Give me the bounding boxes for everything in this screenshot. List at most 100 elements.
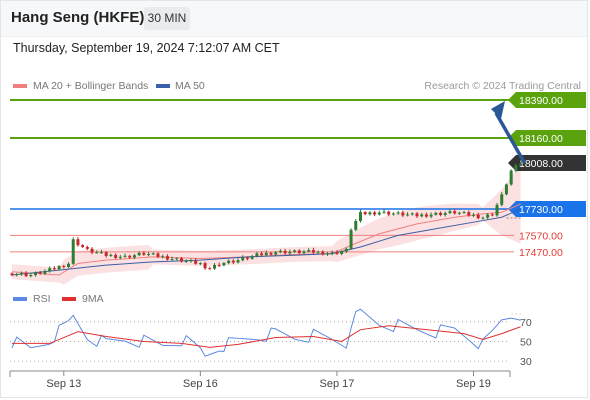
rsi-line [11, 308, 521, 357]
x-tick-label: Sep 13 [46, 378, 81, 390]
level-label: 17730.00 [519, 204, 563, 216]
projection-arrowhead [491, 100, 505, 119]
candle-body [67, 263, 71, 267]
candle-body [194, 260, 198, 264]
candle-body [495, 204, 499, 216]
rsi-legend-swatch [13, 297, 27, 301]
candle-body [132, 255, 136, 258]
candle-body [406, 214, 410, 216]
candle-body [212, 264, 216, 269]
timeframe-button[interactable]: 30 MIN [144, 7, 190, 30]
candle-body [203, 263, 207, 269]
candle-body [198, 263, 202, 265]
candle-body [457, 212, 461, 214]
candle-body [288, 251, 292, 254]
candle-body [10, 273, 14, 276]
rsi-legend-label: RSI [33, 293, 51, 305]
candle-body [48, 268, 52, 271]
candle-body [330, 252, 334, 254]
candle-body [443, 213, 447, 215]
candle-body [302, 251, 306, 254]
candle-body [500, 194, 504, 205]
level-tag-resistance [508, 91, 586, 108]
candle-body [57, 266, 61, 270]
candle-body [109, 254, 113, 256]
level-tag-resistance [508, 129, 586, 146]
candle-body [175, 258, 179, 260]
candle-body [297, 250, 301, 254]
candle-body [245, 257, 249, 259]
instrument-title: Hang Seng (HKFE) [11, 9, 145, 26]
candle-body [128, 255, 132, 258]
candle-body [180, 258, 184, 262]
candle-body [95, 252, 99, 254]
level-label: 17570.00 [519, 230, 563, 242]
ma50-legend-swatch [156, 84, 170, 88]
ma50-legend-label: MA 50 [175, 80, 205, 92]
candle-body [358, 212, 362, 221]
candle-body [410, 213, 414, 215]
candle-body [34, 272, 38, 276]
level-label: 18008.00 [519, 158, 563, 170]
candle-body [448, 211, 452, 214]
ma50-line [11, 208, 521, 276]
candle-body [514, 165, 518, 171]
candle-body [424, 214, 428, 217]
candle-body [439, 212, 443, 215]
chart-header-bar: Hang Seng (HKFE) 30 MIN [0, 0, 588, 37]
candle-body [453, 211, 457, 214]
candle-body [311, 250, 315, 253]
level-label: 18390.00 [519, 95, 563, 107]
ma20-legend-swatch [13, 84, 27, 88]
candle-body [222, 263, 226, 266]
candle-body [85, 246, 89, 249]
x-tick-label: Sep 16 [183, 378, 218, 390]
candle-body [76, 239, 80, 246]
candle-body [118, 256, 122, 258]
x-tick-label: Sep 19 [456, 378, 491, 390]
candle-body [255, 253, 259, 257]
candle-body [326, 253, 330, 255]
candle-body [189, 260, 193, 262]
candle-body [509, 170, 513, 185]
candle-body [81, 245, 85, 247]
candle-body [316, 251, 320, 253]
candle-body [231, 260, 235, 263]
candle-body [396, 212, 400, 214]
level-label: 17470.00 [519, 247, 563, 259]
candle-body [486, 214, 490, 218]
candle-body [434, 212, 438, 215]
level-label: 18160.00 [519, 133, 563, 145]
candle-body [373, 212, 377, 215]
candle-body [71, 239, 75, 264]
candle-body [19, 273, 23, 275]
level-tag-current [508, 155, 586, 172]
candle-body [137, 252, 141, 256]
candle-body [15, 274, 19, 276]
candle-body [90, 248, 94, 253]
candle-body [481, 217, 485, 219]
ma9-legend-swatch [62, 297, 76, 301]
candle-body [227, 260, 231, 264]
candle-body [415, 213, 419, 217]
candle-body [504, 184, 508, 195]
candle-body [260, 253, 264, 256]
candle-body [156, 253, 160, 257]
candle-body [462, 212, 466, 214]
candle-body [147, 254, 151, 256]
candle-body [490, 214, 494, 216]
candle-body [241, 257, 245, 261]
candle-body [471, 214, 475, 216]
candle-body [321, 251, 325, 255]
ma20-legend-label: MA 20 + Bollinger Bands [33, 80, 149, 92]
candle-body [38, 272, 42, 274]
rsi-tick-label: 30 [520, 356, 532, 368]
rsi-tick-label: 70 [520, 317, 532, 329]
x-tick-label: Sep 17 [319, 378, 354, 390]
candle-body [264, 252, 268, 256]
candle-body [335, 252, 339, 254]
candle-body [467, 212, 471, 216]
candle-body [274, 252, 278, 255]
candle-body [114, 254, 118, 258]
